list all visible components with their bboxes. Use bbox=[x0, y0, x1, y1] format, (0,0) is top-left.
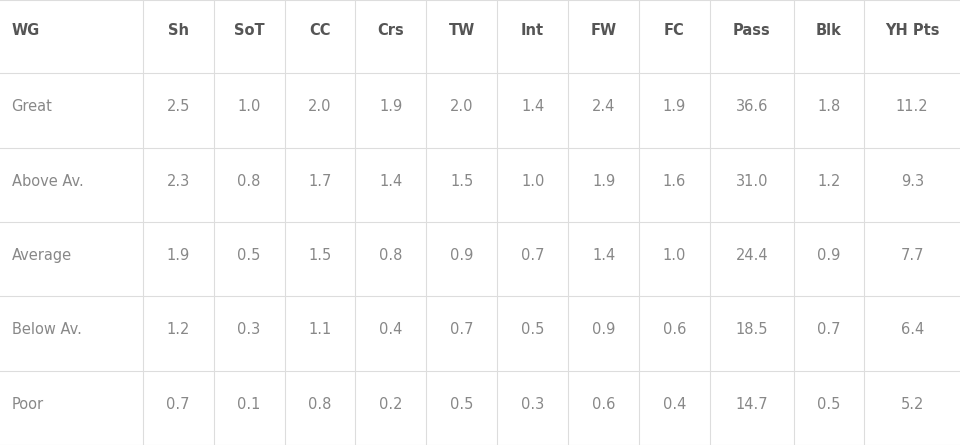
Text: FC: FC bbox=[664, 23, 684, 38]
Text: 0.5: 0.5 bbox=[450, 396, 473, 412]
Text: FW: FW bbox=[590, 23, 616, 38]
Text: Crs: Crs bbox=[377, 23, 404, 38]
Text: 1.4: 1.4 bbox=[592, 248, 615, 263]
Text: 0.7: 0.7 bbox=[450, 322, 473, 337]
Text: 0.8: 0.8 bbox=[379, 248, 402, 263]
Text: 7.7: 7.7 bbox=[900, 248, 924, 263]
Text: 0.6: 0.6 bbox=[592, 396, 615, 412]
Text: 1.2: 1.2 bbox=[166, 322, 190, 337]
Text: 1.4: 1.4 bbox=[379, 174, 402, 189]
Text: 9.3: 9.3 bbox=[900, 174, 924, 189]
Text: 0.9: 0.9 bbox=[592, 322, 615, 337]
Text: 0.7: 0.7 bbox=[817, 322, 841, 337]
Text: 0.8: 0.8 bbox=[308, 396, 332, 412]
Text: 1.2: 1.2 bbox=[817, 174, 841, 189]
Text: 5.2: 5.2 bbox=[900, 396, 924, 412]
Text: TW: TW bbox=[448, 23, 475, 38]
Text: Average: Average bbox=[12, 248, 72, 263]
Text: 2.0: 2.0 bbox=[308, 99, 332, 114]
Text: 14.7: 14.7 bbox=[735, 396, 768, 412]
Text: 24.4: 24.4 bbox=[735, 248, 768, 263]
Text: 1.9: 1.9 bbox=[167, 248, 190, 263]
Text: 0.5: 0.5 bbox=[817, 396, 841, 412]
Text: 1.6: 1.6 bbox=[662, 174, 686, 189]
Text: 0.4: 0.4 bbox=[662, 396, 686, 412]
Text: 0.8: 0.8 bbox=[237, 174, 261, 189]
Text: WG: WG bbox=[12, 23, 39, 38]
Text: CC: CC bbox=[309, 23, 331, 38]
Text: 1.8: 1.8 bbox=[817, 99, 841, 114]
Text: 0.7: 0.7 bbox=[521, 248, 544, 263]
Text: 2.0: 2.0 bbox=[450, 99, 473, 114]
Text: 1.0: 1.0 bbox=[237, 99, 261, 114]
Text: 1.5: 1.5 bbox=[308, 248, 331, 263]
Text: 1.4: 1.4 bbox=[521, 99, 544, 114]
Text: 0.2: 0.2 bbox=[379, 396, 402, 412]
Text: 0.7: 0.7 bbox=[166, 396, 190, 412]
Text: 6.4: 6.4 bbox=[900, 322, 924, 337]
Text: 0.5: 0.5 bbox=[237, 248, 261, 263]
Text: 0.9: 0.9 bbox=[817, 248, 841, 263]
Text: Above Av.: Above Av. bbox=[12, 174, 84, 189]
Text: 1.9: 1.9 bbox=[379, 99, 402, 114]
Text: Great: Great bbox=[12, 99, 53, 114]
Text: 1.0: 1.0 bbox=[662, 248, 686, 263]
Text: 0.4: 0.4 bbox=[379, 322, 402, 337]
Text: 1.9: 1.9 bbox=[592, 174, 615, 189]
Text: 0.1: 0.1 bbox=[237, 396, 261, 412]
Text: 31.0: 31.0 bbox=[735, 174, 768, 189]
Text: Below Av.: Below Av. bbox=[12, 322, 82, 337]
Text: 0.3: 0.3 bbox=[521, 396, 544, 412]
Text: 2.3: 2.3 bbox=[167, 174, 190, 189]
Text: 18.5: 18.5 bbox=[735, 322, 768, 337]
Text: 1.7: 1.7 bbox=[308, 174, 332, 189]
Text: 0.5: 0.5 bbox=[521, 322, 544, 337]
Text: Sh: Sh bbox=[168, 23, 189, 38]
Text: Int: Int bbox=[521, 23, 544, 38]
Text: 1.9: 1.9 bbox=[662, 99, 686, 114]
Text: SoT: SoT bbox=[234, 23, 264, 38]
Text: Blk: Blk bbox=[816, 23, 842, 38]
Text: 36.6: 36.6 bbox=[735, 99, 768, 114]
Text: 11.2: 11.2 bbox=[896, 99, 928, 114]
Text: 1.5: 1.5 bbox=[450, 174, 473, 189]
Text: 0.3: 0.3 bbox=[237, 322, 261, 337]
Text: 0.9: 0.9 bbox=[450, 248, 473, 263]
Text: 2.4: 2.4 bbox=[592, 99, 615, 114]
Text: YH Pts: YH Pts bbox=[885, 23, 940, 38]
Text: Pass: Pass bbox=[732, 23, 771, 38]
Text: 0.6: 0.6 bbox=[662, 322, 686, 337]
Text: 1.1: 1.1 bbox=[308, 322, 331, 337]
Text: Poor: Poor bbox=[12, 396, 43, 412]
Text: 1.0: 1.0 bbox=[521, 174, 544, 189]
Text: 2.5: 2.5 bbox=[166, 99, 190, 114]
